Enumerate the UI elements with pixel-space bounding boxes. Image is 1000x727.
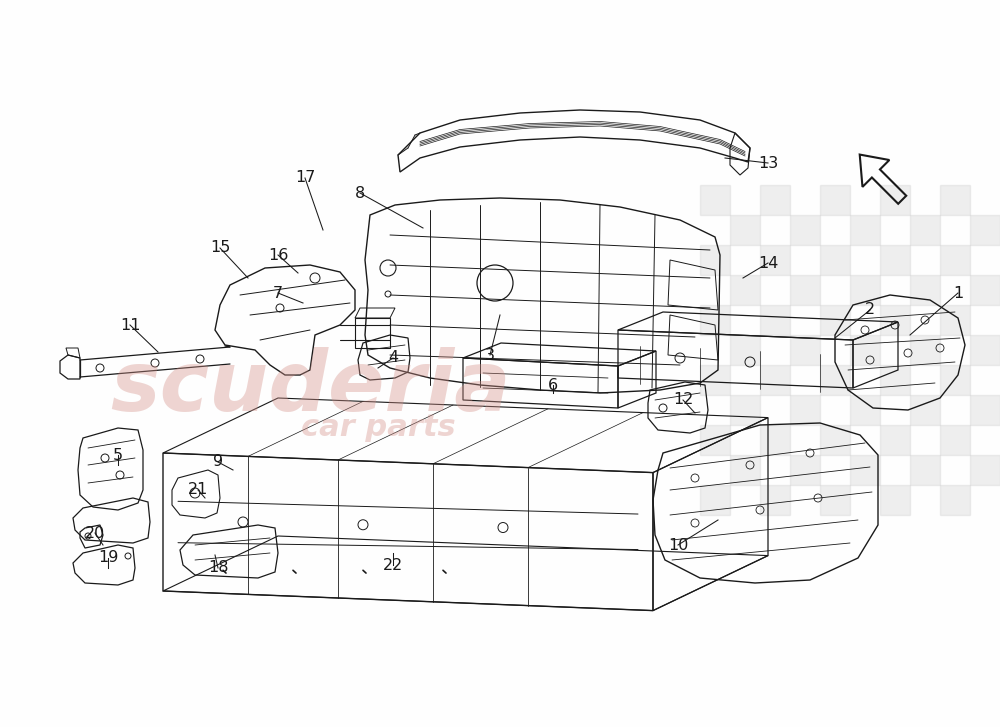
Bar xyxy=(940,365,970,395)
Bar xyxy=(970,395,1000,425)
Text: 15: 15 xyxy=(210,241,230,255)
Bar xyxy=(700,185,730,215)
Bar xyxy=(820,485,850,515)
Bar xyxy=(730,335,760,365)
Bar xyxy=(760,185,790,215)
Text: 16: 16 xyxy=(268,247,288,262)
Text: 21: 21 xyxy=(188,483,208,497)
Bar xyxy=(730,215,760,245)
Bar xyxy=(730,455,760,485)
Bar xyxy=(790,215,820,245)
Text: 9: 9 xyxy=(213,454,223,470)
Text: 4: 4 xyxy=(388,350,398,366)
Bar xyxy=(880,425,910,455)
Text: 14: 14 xyxy=(758,255,778,270)
Bar xyxy=(700,365,730,395)
Bar xyxy=(700,485,730,515)
Bar xyxy=(880,305,910,335)
Bar xyxy=(760,485,790,515)
Bar xyxy=(910,395,940,425)
Text: 10: 10 xyxy=(668,537,688,553)
Bar xyxy=(730,395,760,425)
Bar xyxy=(850,215,880,245)
Bar xyxy=(700,305,730,335)
Bar xyxy=(880,485,910,515)
Bar xyxy=(760,305,790,335)
Bar xyxy=(850,335,880,365)
Bar xyxy=(700,245,730,275)
Text: 12: 12 xyxy=(673,393,693,408)
Bar xyxy=(850,275,880,305)
Bar xyxy=(880,245,910,275)
Text: 7: 7 xyxy=(273,286,283,300)
Bar xyxy=(940,185,970,215)
Bar xyxy=(970,215,1000,245)
Bar xyxy=(760,245,790,275)
Bar xyxy=(760,365,790,395)
Bar xyxy=(730,275,760,305)
Text: 6: 6 xyxy=(548,377,558,393)
Bar xyxy=(790,335,820,365)
Bar xyxy=(820,305,850,335)
Text: scuderia: scuderia xyxy=(110,348,510,428)
Bar xyxy=(940,485,970,515)
Bar xyxy=(820,425,850,455)
Bar xyxy=(910,335,940,365)
Bar xyxy=(940,245,970,275)
Bar xyxy=(700,425,730,455)
Bar xyxy=(790,455,820,485)
Text: 11: 11 xyxy=(120,318,140,332)
Bar xyxy=(910,455,940,485)
Bar xyxy=(880,365,910,395)
Text: 1: 1 xyxy=(953,286,963,300)
Bar xyxy=(790,395,820,425)
Bar xyxy=(970,335,1000,365)
Bar xyxy=(970,275,1000,305)
Text: 3: 3 xyxy=(485,348,495,363)
Bar xyxy=(940,425,970,455)
Bar xyxy=(760,425,790,455)
Bar xyxy=(850,395,880,425)
Bar xyxy=(820,365,850,395)
Bar xyxy=(820,245,850,275)
Text: 13: 13 xyxy=(758,156,778,171)
Bar xyxy=(820,185,850,215)
Text: 22: 22 xyxy=(383,558,403,572)
Bar xyxy=(940,305,970,335)
Bar xyxy=(910,275,940,305)
Bar xyxy=(880,185,910,215)
Text: 5: 5 xyxy=(113,448,123,462)
Text: 18: 18 xyxy=(208,561,228,576)
Text: car parts: car parts xyxy=(301,414,455,443)
Bar xyxy=(850,455,880,485)
Text: 19: 19 xyxy=(98,550,118,566)
Bar xyxy=(970,455,1000,485)
Bar xyxy=(910,215,940,245)
Text: 20: 20 xyxy=(85,526,105,540)
Text: 8: 8 xyxy=(355,185,365,201)
Text: 2: 2 xyxy=(865,302,875,318)
Text: 17: 17 xyxy=(295,171,315,185)
Bar xyxy=(790,275,820,305)
